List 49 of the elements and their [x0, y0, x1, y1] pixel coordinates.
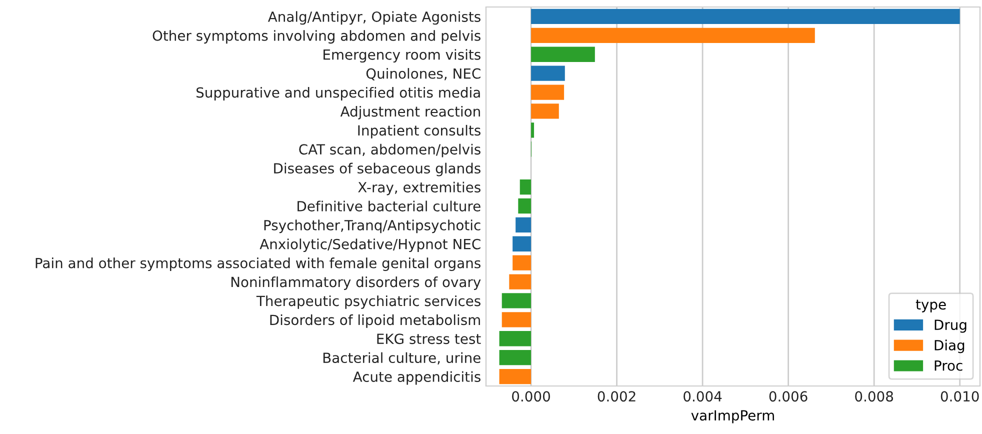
y-tick-label: Emergency room visits — [324, 49, 480, 63]
legend-title: type — [916, 300, 946, 312]
bar — [531, 46, 595, 62]
bar — [531, 104, 559, 119]
y-tick-label: Bacterial culture, urine — [323, 352, 480, 364]
y-tick-label: CAT scan, abdomen/pelvis — [299, 144, 480, 158]
y-tick-label: Diseases of sebaceous glands — [274, 162, 480, 176]
bar — [502, 293, 532, 308]
x-tick-label: 0.008 — [855, 391, 894, 402]
bar — [499, 368, 532, 384]
y-tick-label: Acute appendicitis — [352, 371, 480, 385]
bar — [531, 66, 565, 81]
bar — [516, 217, 532, 233]
x-tick-label: 0.000 — [512, 391, 550, 402]
y-tick-label: Pain and other symptoms associated with female genital organs — [36, 258, 480, 271]
x-axis-title: varImpPerm — [691, 410, 774, 424]
bar — [512, 236, 532, 252]
legend-label: Drug — [934, 320, 966, 333]
y-tick-label: Noninflammatory disorders of ovary — [231, 276, 481, 290]
bar — [499, 331, 532, 346]
y-tick-label: Quinolones, NEC — [366, 68, 480, 80]
bar — [531, 28, 815, 44]
bar — [531, 122, 534, 138]
y-tick-label: Suppurative and unspecified otitis media — [196, 87, 480, 100]
bar — [512, 255, 532, 270]
bar — [531, 84, 564, 100]
y-tick-label: Anxiolytic/Sedative/Hypnot NEC — [260, 238, 480, 252]
y-tick-label: Psychother,Tranq/Antipsychotic — [264, 220, 480, 234]
y-tick-label: Inpatient consults — [358, 124, 480, 138]
y-tick-label: Definitive bacterial culture — [298, 200, 480, 212]
x-tick-label: 0.004 — [684, 391, 722, 402]
y-tick-label: Adjustment reaction — [340, 106, 480, 120]
y-tick-label: Therapeutic psychiatric services — [256, 295, 480, 309]
bar — [499, 350, 532, 366]
x-tick-label: 0.006 — [769, 391, 808, 402]
y-tick-label: Other symptoms involving abdomen and pelvis — [152, 30, 480, 44]
legend-label: Proc — [934, 360, 962, 371]
bar — [520, 179, 532, 195]
bar — [531, 8, 960, 24]
bar — [502, 312, 532, 328]
y-tick-label: Disorders of lipoid metabolism — [270, 314, 480, 328]
bar — [509, 274, 532, 290]
x-tick-label: 0.010 — [940, 391, 979, 402]
legend-label: Diag — [934, 340, 964, 354]
y-tick-label: Analg/Antipyr, Opiate Agonists — [268, 11, 480, 25]
bar — [518, 198, 532, 214]
y-tick-label: EKG stress test — [377, 334, 481, 344]
y-tick-label: X-ray, extremities — [358, 182, 480, 196]
x-tick-label: 0.002 — [598, 391, 636, 402]
